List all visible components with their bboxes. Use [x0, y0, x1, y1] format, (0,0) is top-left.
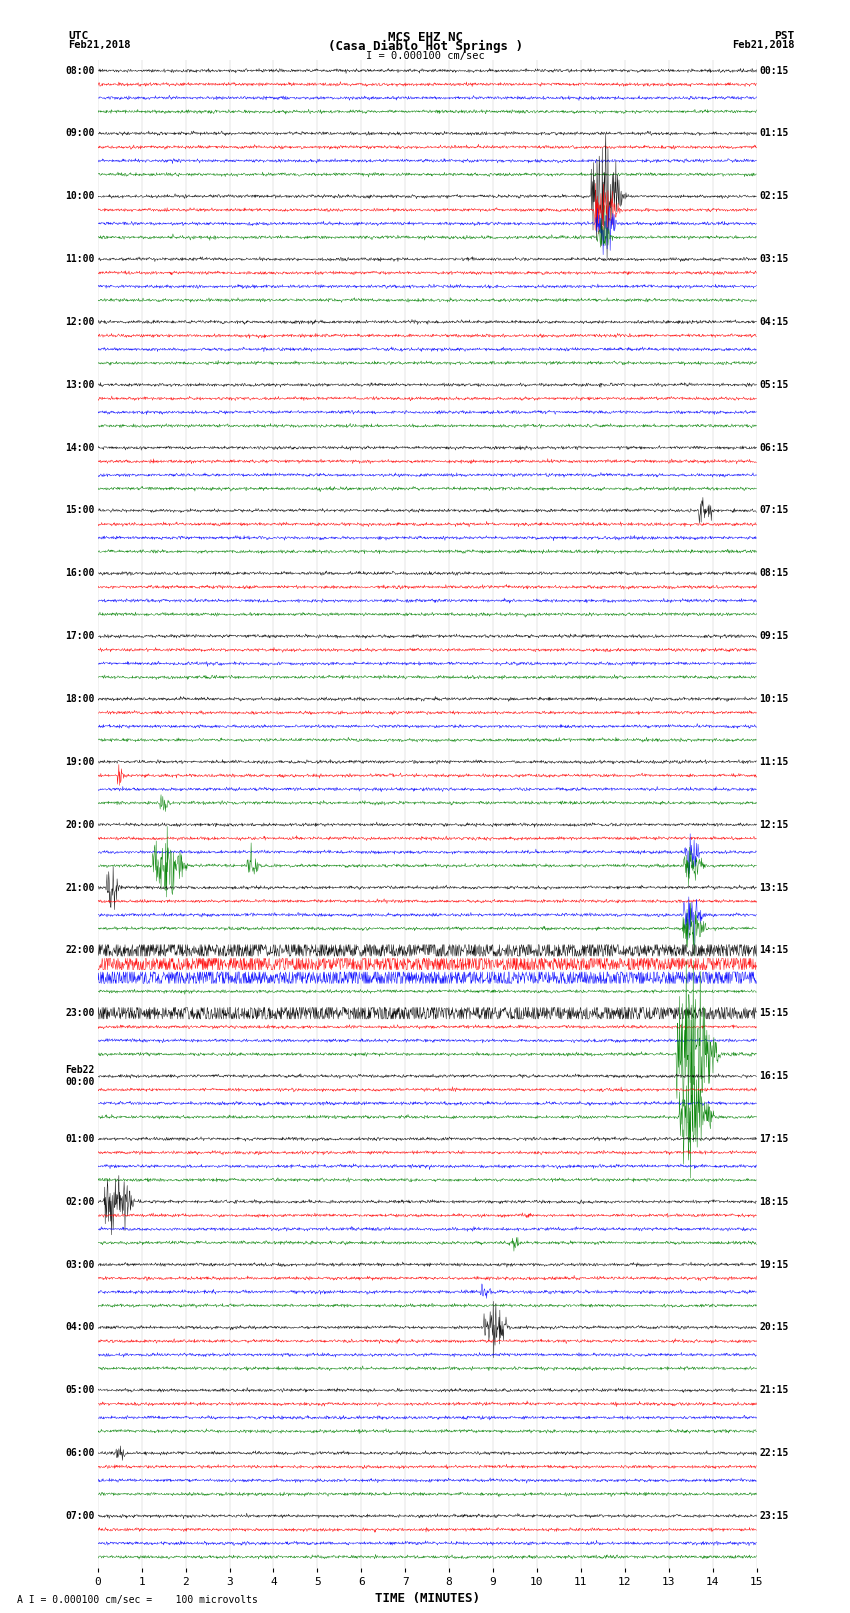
Text: I = 0.000100 cm/sec: I = 0.000100 cm/sec [366, 50, 484, 61]
Text: UTC: UTC [68, 31, 88, 42]
Text: Feb21,2018: Feb21,2018 [68, 39, 131, 50]
Text: PST: PST [774, 31, 795, 42]
Text: MCS EHZ NC: MCS EHZ NC [388, 31, 462, 45]
Text: (Casa Diablo Hot Springs ): (Casa Diablo Hot Springs ) [327, 39, 523, 53]
Text: A I = 0.000100 cm/sec =    100 microvolts: A I = 0.000100 cm/sec = 100 microvolts [17, 1595, 258, 1605]
X-axis label: TIME (MINUTES): TIME (MINUTES) [375, 1592, 479, 1605]
Text: Feb21,2018: Feb21,2018 [732, 39, 795, 50]
